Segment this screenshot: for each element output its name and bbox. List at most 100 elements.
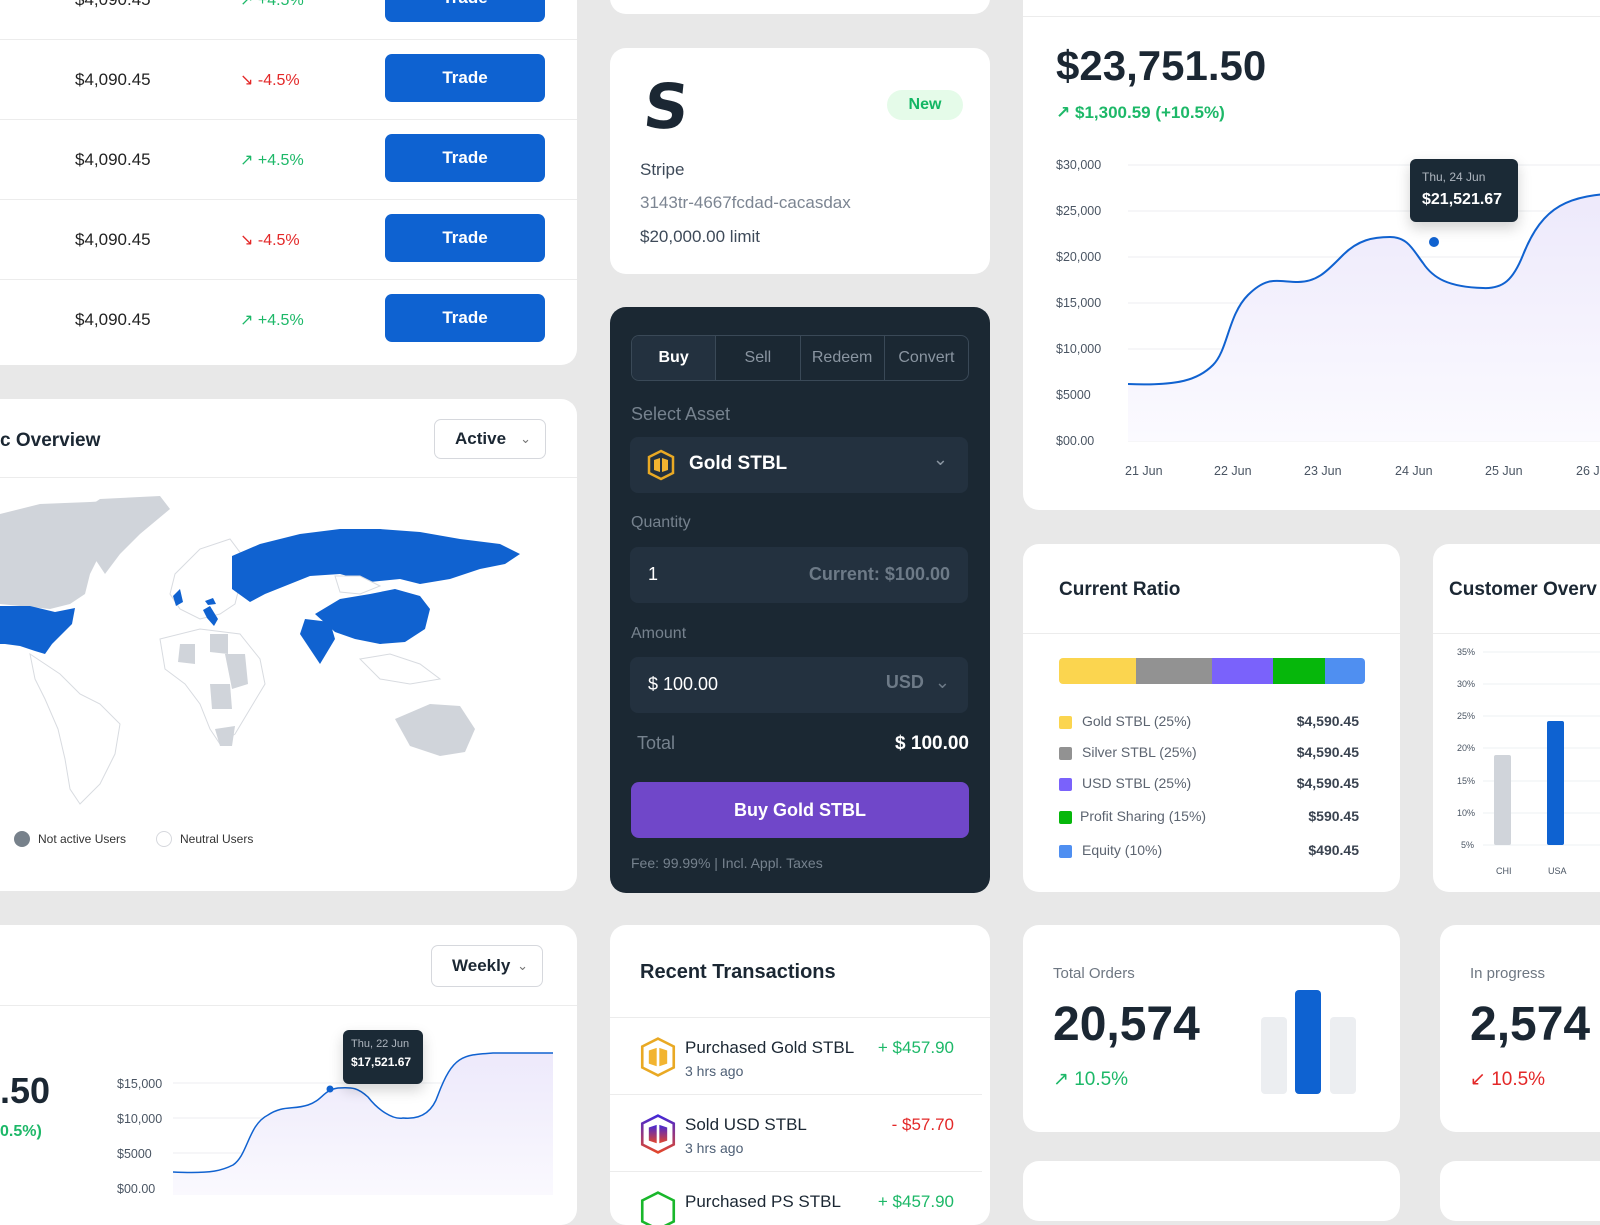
weekly-tooltip: Thu, 22 Jun $17,521.67	[343, 1030, 423, 1084]
asset-select[interactable]: Gold STBL ⌄	[630, 437, 968, 493]
trade-row: $4,090.45 ↘ -4.5% Trade	[0, 40, 577, 120]
arrow-up-icon: ↗	[1053, 1069, 1069, 1090]
amount-value: $ 100.00	[648, 674, 719, 694]
buy-gold-stbl-button[interactable]: Buy Gold STBL	[631, 782, 969, 838]
select-asset-label: Select Asset	[631, 404, 731, 424]
in-progress-label: In progress	[1470, 965, 1546, 982]
y-tick: $00.00	[1056, 434, 1095, 448]
divider	[0, 1005, 577, 1006]
trade-row: $4,090.45 ↗ +4.5% Trade	[0, 120, 577, 200]
legend-swatch-icon	[1059, 811, 1072, 824]
tab-buy[interactable]: Buy	[632, 336, 717, 380]
transaction-time: 3 hrs ago	[685, 1140, 744, 1156]
card-top-sliver	[610, 0, 990, 14]
arrow-up-icon: ↗	[240, 152, 254, 169]
weekly-line-chart	[173, 1052, 553, 1195]
total-value: $ 100.00	[895, 733, 969, 754]
divider	[610, 1017, 990, 1018]
y-tick: $10,000	[117, 1112, 163, 1126]
geo-filter-value: Active	[455, 429, 507, 448]
legend-dot-icon	[156, 831, 172, 847]
y-tick: $00.00	[117, 1182, 156, 1196]
mini-bar	[1330, 1017, 1356, 1094]
y-tick: $5000	[1056, 388, 1091, 402]
weekly-filter-value: Weekly	[452, 956, 511, 975]
arrow-up-icon: ↗	[240, 312, 254, 329]
balance-value: $23,751.50	[1056, 42, 1267, 89]
y-tick: $15,000	[1056, 296, 1102, 310]
trade-row: $4,090.45 ↘ -4.5% Trade	[0, 200, 577, 280]
total-orders-change: ↗ 10.5%	[1053, 1069, 1129, 1090]
asset-name: Gold STBL	[689, 453, 788, 474]
arrow-up-icon: ↗	[240, 0, 254, 9]
trade-row: $4,090.45 ↗ +4.5% Trade	[0, 0, 577, 40]
currency-select[interactable]: USD ⌄	[885, 672, 950, 692]
y-tick: 20%	[1457, 743, 1476, 753]
arrow-down-icon: ↘	[240, 232, 254, 249]
trade-price: $4,090.45	[75, 310, 151, 329]
transaction-title: Purchased PS STBL	[685, 1192, 841, 1211]
geo-filter-dropdown[interactable]: Active ⌄	[434, 419, 546, 459]
card-limit: $20,000.00 limit	[640, 227, 761, 246]
trade-row: $4,090.45 ↗ +4.5% Trade	[0, 280, 577, 360]
card-bottom-sliver	[1440, 1161, 1600, 1221]
trade-panel: Buy Sell Redeem Convert Select Asset Gol…	[610, 307, 990, 893]
ratio-legend-item: Gold STBL (25%) $4,590.45	[1059, 713, 1359, 733]
trade-button[interactable]: Trade	[385, 54, 545, 102]
total-label: Total	[637, 733, 676, 753]
balance-change: ↗ $1,300.59 (+10.5%)	[1056, 103, 1225, 122]
arrow-up-icon: ↗	[1056, 103, 1071, 122]
trade-button[interactable]: Trade	[385, 134, 545, 182]
y-tick: 10%	[1457, 808, 1476, 818]
card-provider-name: Stripe	[640, 160, 685, 179]
y-tick: $10,000	[1056, 342, 1102, 356]
balance-tooltip: Thu, 24 Jun $21,521.67	[1410, 159, 1518, 222]
ratio-segment-gold	[1059, 658, 1136, 684]
balance-chart-card: $23,751.50 ↗ $1,300.59 (+10.5%) $30,000 …	[1023, 0, 1600, 510]
amount-input[interactable]: $ 100.00 USD ⌄	[630, 657, 968, 713]
y-tick: $30,000	[1056, 158, 1102, 172]
arrow-down-icon: ↙	[1470, 1069, 1486, 1090]
trade-button[interactable]: Trade	[385, 0, 545, 22]
transaction-amount: + $457.90	[877, 1038, 954, 1057]
tab-convert[interactable]: Convert	[898, 349, 955, 366]
weekly-filter-dropdown[interactable]: Weekly ⌄	[431, 945, 543, 987]
ratio-title: Current Ratio	[1059, 579, 1181, 600]
transaction-item[interactable]: Purchased PS STBL + $457.90	[610, 1172, 982, 1225]
gold-stbl-icon	[640, 1037, 676, 1077]
total-orders-card: Total Orders 20,574 ↗ 10.5%	[1023, 925, 1400, 1132]
new-badge: New	[887, 90, 963, 120]
gold-stbl-icon	[647, 449, 675, 481]
y-tick: $25,000	[1056, 204, 1102, 218]
ps-stbl-icon	[640, 1191, 676, 1225]
fee-note: Fee: 99.99% | Incl. Appl. Taxes	[631, 855, 823, 871]
legend-neutral: Neutral Users	[156, 831, 253, 847]
weekly-value: .50	[0, 1070, 51, 1111]
arrow-down-icon: ↘	[240, 72, 254, 89]
y-tick: 30%	[1457, 679, 1476, 689]
transactions-title: Recent Transactions	[640, 961, 836, 983]
transaction-amount: + $457.90	[877, 1192, 954, 1211]
trade-change: ↘ -4.5%	[240, 232, 300, 249]
quantity-input[interactable]: 1 Current: $100.00	[630, 547, 968, 603]
transaction-time: 3 hrs ago	[685, 1063, 744, 1079]
ratio-legend-item: Equity (10%) $490.45	[1059, 842, 1359, 862]
tab-redeem[interactable]: Redeem	[801, 336, 885, 380]
customer-bar-chart	[1483, 651, 1600, 846]
stripe-card: S New Stripe 3143tr-4667fcdad-cacasdax $…	[610, 48, 990, 274]
ratio-legend-item: Profit Sharing (15%) $590.45	[1059, 808, 1359, 828]
total-orders-value: 20,574	[1053, 998, 1200, 1051]
card-id: 3143tr-4667fcdad-cacasdax	[640, 193, 851, 212]
legend-swatch-icon	[1059, 845, 1072, 858]
legend-swatch-icon	[1059, 716, 1072, 729]
trade-button[interactable]: Trade	[385, 214, 545, 262]
y-tick: $5000	[117, 1147, 152, 1161]
transaction-item[interactable]: Sold USD STBL 3 hrs ago - $57.70	[610, 1095, 982, 1172]
tab-sell[interactable]: Sell	[716, 336, 801, 380]
transaction-item[interactable]: Purchased Gold STBL 3 hrs ago + $457.90	[610, 1018, 982, 1095]
trade-button[interactable]: Trade	[385, 294, 545, 342]
y-tick: 15%	[1457, 776, 1476, 786]
transaction-title: Purchased Gold STBL	[685, 1038, 855, 1057]
x-tick: 23 Jun	[1304, 464, 1342, 478]
divider	[1023, 633, 1400, 634]
